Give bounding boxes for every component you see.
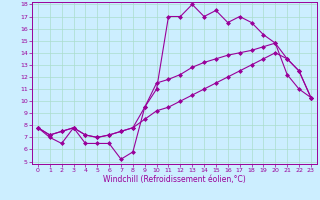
X-axis label: Windchill (Refroidissement éolien,°C): Windchill (Refroidissement éolien,°C) (103, 175, 246, 184)
